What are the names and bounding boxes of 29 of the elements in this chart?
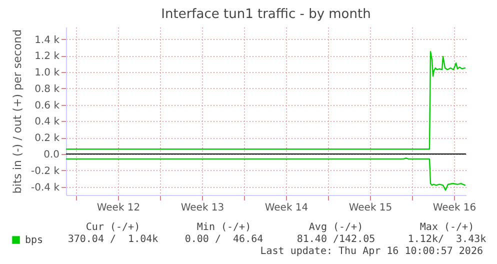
y-tick-label: 0.4 k <box>34 116 60 128</box>
text: Cur (-/+) <box>86 222 140 233</box>
y-tick-label: 0.0 <box>44 150 60 161</box>
x-tick-label: Week 14 <box>264 202 308 214</box>
y-tick-label: 1.4 k <box>34 34 60 46</box>
text: 0.00 / 46.64 <box>184 234 264 245</box>
y-tick-label: 0.8 k <box>34 84 60 95</box>
y-axis-title: bits in (-) / out (+) per second <box>11 29 24 194</box>
text: 370.04 / 1.04k <box>68 234 158 245</box>
text: Last update: Thu Apr 16 10:00:57 2026 <box>260 246 483 257</box>
y-tick-label: 1.0 k <box>34 68 60 79</box>
text: 81.40 /142.05 <box>296 234 376 245</box>
x-tick-label: Week 13 <box>180 202 224 214</box>
y-tick-label: 0.6 k <box>34 100 60 112</box>
line-series <box>66 158 466 191</box>
text: Max (-/+) <box>420 222 474 233</box>
y-tick-label: -0.2 k <box>31 166 60 177</box>
legend-label: bps <box>25 235 44 246</box>
text: 1.12k/ 3.43k <box>408 234 486 245</box>
y-tick-label: 1.2 k <box>34 51 60 62</box>
y-tick-label: -0.4 k <box>31 182 60 194</box>
text: Min (-/+) <box>196 222 252 233</box>
line-series <box>66 50 466 150</box>
text: Avg (-/+) <box>308 222 364 233</box>
x-tick-label: Week 16 <box>432 202 476 214</box>
chart-title: Interface tun1 traffic - by month <box>161 7 371 22</box>
y-tick-label: 0.2 k <box>34 133 60 144</box>
x-tick-label: Week 12 <box>96 202 140 214</box>
x-tick-label: Week 15 <box>348 202 392 214</box>
